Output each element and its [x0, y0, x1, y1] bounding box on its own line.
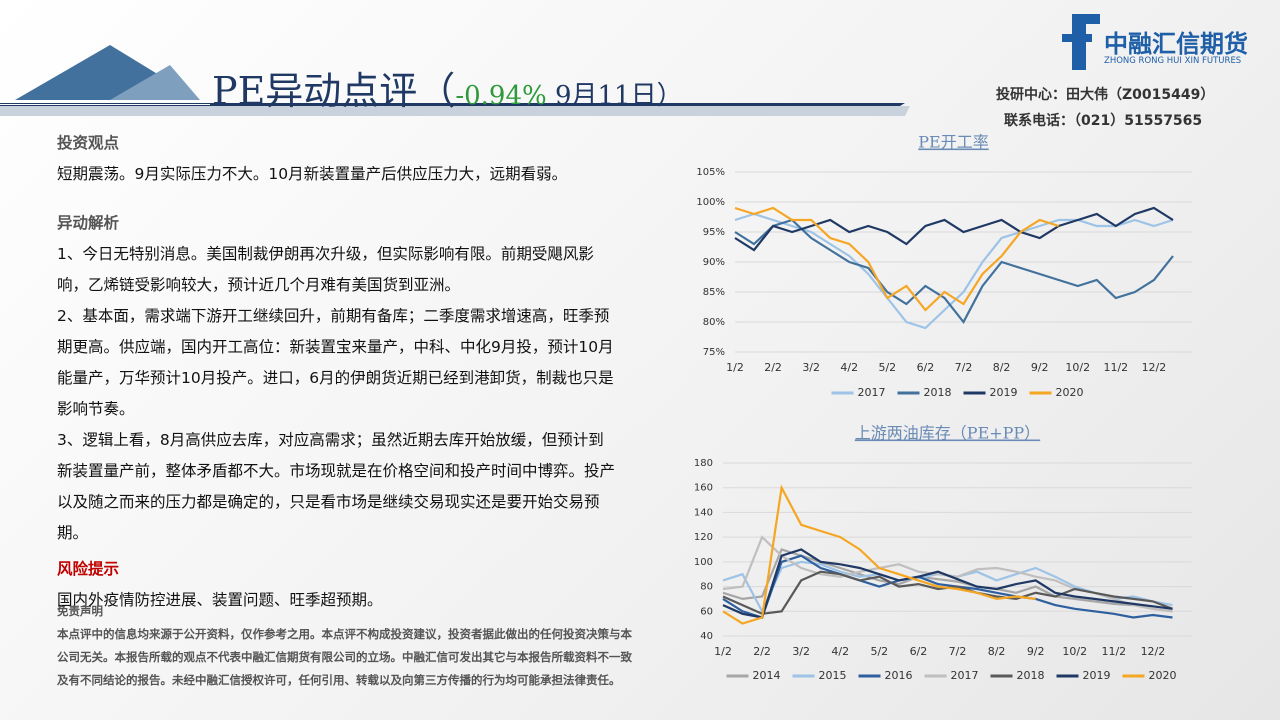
- title-date: 9月11日）: [546, 81, 683, 111]
- paragraph: 1、今日无特别消息。美国制裁伊朗再次升级，但实际影响有限。前期受飓风影响，乙烯链…: [57, 245, 594, 294]
- series-line: [734, 206, 1060, 312]
- header-decor: [0, 14, 1100, 116]
- legend-label: 2015: [819, 669, 847, 682]
- series-line: [734, 212, 1174, 330]
- x-tick-label: 12/2: [1142, 361, 1167, 374]
- x-tick-label: 4/2: [831, 645, 849, 658]
- y-tick-label: 180: [694, 458, 713, 469]
- section: 投资观点短期震荡。9月实际压力不大。10月新装置量产后供应压力大，远期看弱。: [57, 128, 617, 190]
- x-tick-label: 5/2: [870, 645, 888, 658]
- series-line: [722, 570, 1173, 615]
- x-tick-label: 8/2: [988, 645, 1006, 658]
- y-tick-label: 60: [700, 606, 713, 617]
- logo-cn: 中融汇信期货: [1104, 30, 1248, 58]
- x-tick-label: 1/2: [726, 361, 744, 374]
- x-tick-label: 10/2: [1065, 361, 1090, 374]
- section-heading: 异动解析: [57, 214, 120, 232]
- x-tick-label: 6/2: [917, 361, 935, 374]
- x-tick-label: 7/2: [949, 645, 967, 658]
- disclaimer-heading: 免责声明: [57, 604, 103, 618]
- series-line: [722, 548, 1173, 613]
- x-tick-label: 9/2: [1031, 361, 1049, 374]
- section-heading: 风险提示: [57, 560, 120, 578]
- y-tick-label: 90%: [703, 257, 725, 268]
- section: 异动解析 1、今日无特别消息。美国制裁伊朗再次升级，但实际影响有限。前期受飓风影响…: [57, 208, 617, 549]
- y-tick-label: 160: [694, 483, 713, 494]
- paragraph: 2、基本面，需求端下游开工继续回升，前期有备库；二季度需求增速高，旺季预期更高。…: [57, 307, 614, 418]
- title: PE异动点评（-0.94% 9月11日）: [212, 60, 683, 115]
- x-tick-label: 1/2: [714, 645, 732, 658]
- disclaimer: 免责声明本点评中的信息均来源于公开资料，仅作参考之用。本点评不构成投资建议，投资…: [57, 600, 635, 692]
- legend-label: 2018: [924, 386, 952, 399]
- paragraph: 国内外疫情防控进展、装置问题、旺季超预期。: [57, 591, 383, 609]
- section: 风险提示国内外疫情防控进展、装置问题、旺季超预期。: [57, 554, 617, 616]
- title-text: PE异动点评（: [212, 69, 456, 113]
- y-tick-label: 80%: [703, 317, 725, 328]
- x-tick-label: 11/2: [1103, 361, 1128, 374]
- legend-label: 2018: [1017, 669, 1045, 682]
- x-tick-label: 2/2: [753, 645, 771, 658]
- paragraph: 3、逻辑上看，8月高供应去库，对应高需求；虽然近期去库开始放缓，但预计到新装置量…: [57, 431, 616, 542]
- legend-label: 2020: [1149, 669, 1177, 682]
- y-tick-label: 120: [694, 532, 713, 543]
- series-line: [734, 206, 1174, 252]
- legend-label: 2016: [885, 669, 913, 682]
- y-tick-label: 85%: [703, 287, 725, 298]
- y-tick-label: 80: [700, 582, 713, 593]
- x-tick-label: 3/2: [802, 361, 820, 374]
- legend-label: 2019: [1083, 669, 1111, 682]
- x-tick-label: 12/2: [1141, 645, 1166, 658]
- analyst: 投研中心：田大伟（Z0015449）: [996, 87, 1215, 103]
- chart-title: 上游两油库存（PE+PP）: [855, 424, 1040, 443]
- y-tick-label: 100%: [696, 197, 725, 208]
- phone: 联系电话：（021）51557565: [1004, 113, 1203, 129]
- x-tick-label: 5/2: [878, 361, 896, 374]
- y-tick-label: 140: [694, 507, 713, 518]
- x-tick-label: 7/2: [955, 361, 973, 374]
- y-tick-label: 40: [700, 631, 713, 642]
- y-tick-label: 95%: [703, 227, 725, 238]
- x-tick-label: 8/2: [993, 361, 1011, 374]
- y-tick-label: 100: [694, 557, 713, 568]
- x-tick-label: 9/2: [1027, 645, 1045, 658]
- disclaimer-text: 本点评中的信息均来源于公开资料，仅作参考之用。本点评不构成投资建议，投资者据此做…: [57, 627, 632, 687]
- series-line: [722, 548, 1173, 619]
- x-tick-label: 3/2: [792, 645, 810, 658]
- logo-en: ZHONG RONG HUI XIN FUTURES: [1104, 56, 1242, 66]
- x-tick-label: 10/2: [1062, 645, 1087, 658]
- legend-label: 2017: [951, 669, 979, 682]
- change: -0.94%: [455, 81, 547, 111]
- paragraph: 短期震荡。9月实际压力不大。10月新装置量产后供应压力大，远期看弱。: [57, 165, 568, 183]
- x-tick-label: 2/2: [764, 361, 782, 374]
- legend-label: 2014: [753, 669, 781, 682]
- series-line: [734, 218, 1174, 325]
- legend-label: 2020: [1056, 386, 1084, 399]
- x-tick-label: 4/2: [840, 361, 858, 374]
- legend-label: 2019: [990, 386, 1018, 399]
- legend-label: 2017: [858, 386, 886, 399]
- y-tick-label: 105%: [696, 167, 725, 178]
- section-heading: 投资观点: [57, 134, 120, 152]
- chart-title: PE开工率: [918, 133, 988, 152]
- y-tick-label: 75%: [703, 347, 725, 358]
- x-tick-label: 11/2: [1101, 645, 1126, 658]
- x-tick-label: 6/2: [910, 645, 928, 658]
- series-line: [722, 554, 1173, 619]
- series-line: [722, 484, 1036, 625]
